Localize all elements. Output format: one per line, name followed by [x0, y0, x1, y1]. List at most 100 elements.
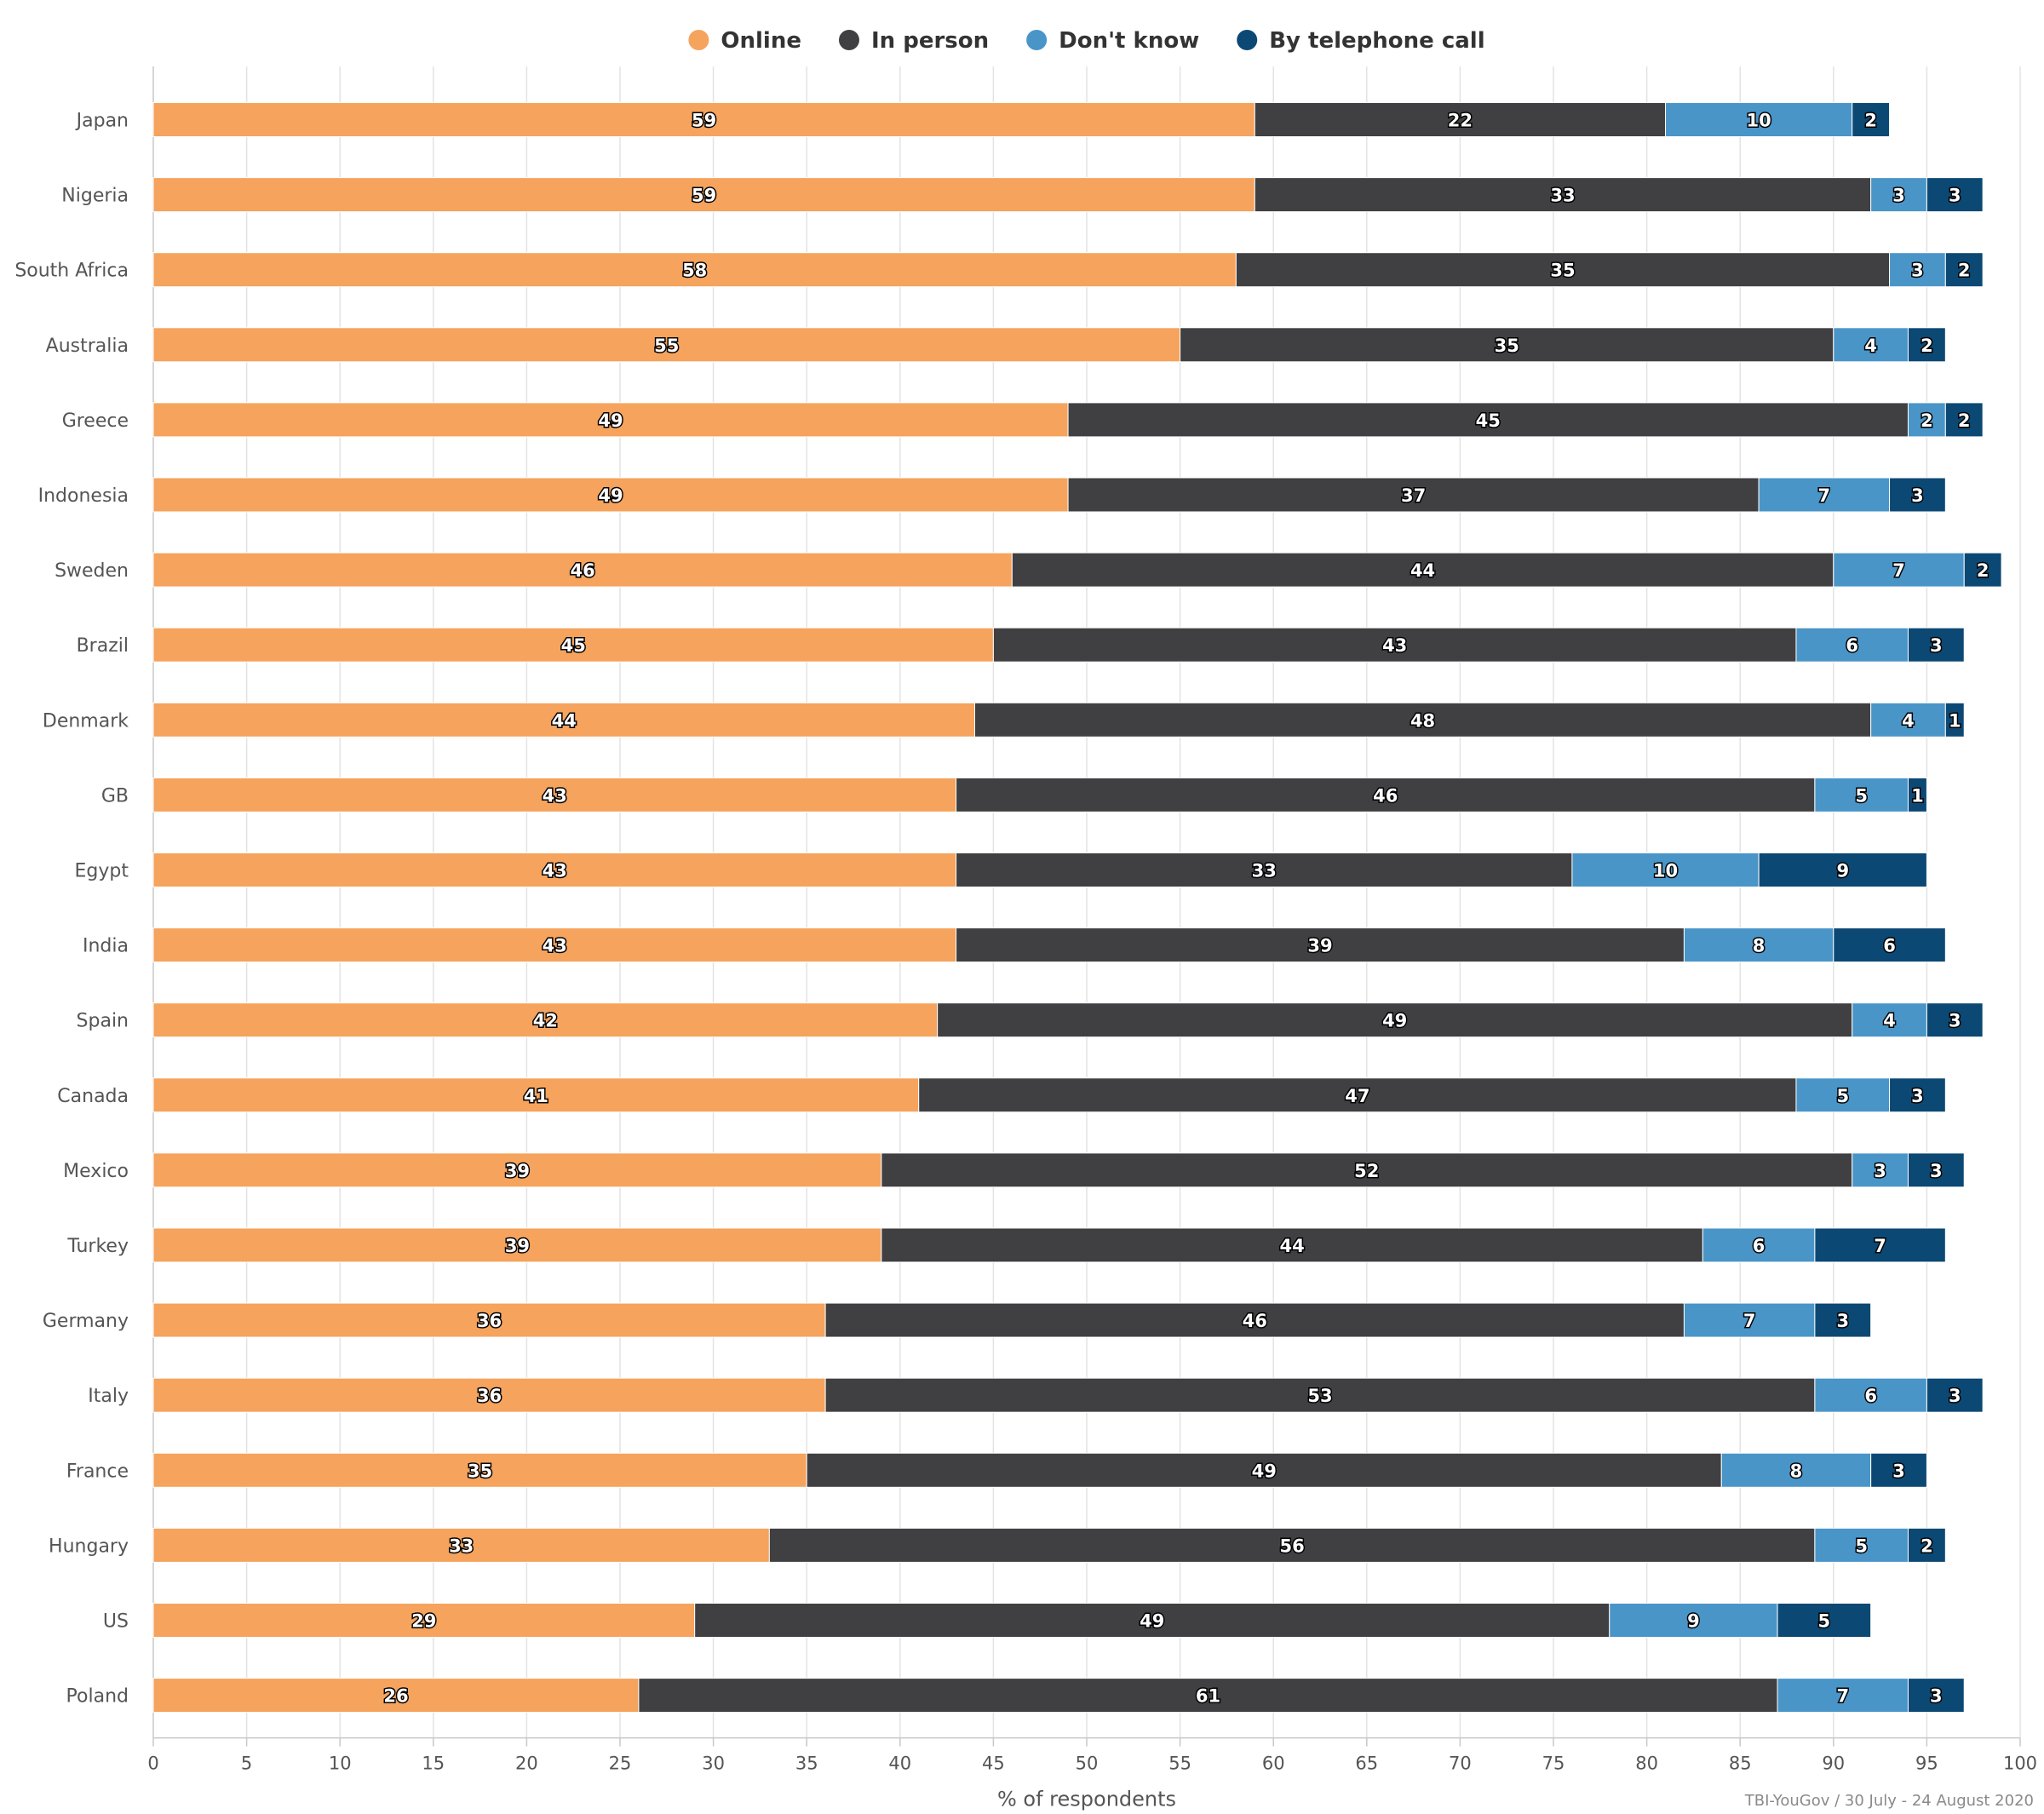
category-label: Turkey	[66, 1236, 129, 1257]
data-label: 58	[682, 261, 707, 281]
x-axis-title: % of respondents	[997, 1788, 1176, 1811]
data-label: 43	[543, 936, 567, 956]
bar-segment-by-telephone-call	[1758, 852, 1927, 887]
data-label: 49	[1252, 1461, 1277, 1481]
data-label: 22	[1448, 111, 1473, 131]
x-tick-label: 95	[1915, 1754, 1938, 1774]
bar-segment-online	[152, 1302, 826, 1338]
x-axis-ticks: 0 5 10 15 20 25 30 35 40 45 50 55 60 65 70 75 80 85 90 95 10…	[147, 1737, 2037, 1774]
bar-segment-don-t-know	[1683, 927, 1834, 963]
category-label: Hungary	[49, 1536, 129, 1557]
data-label: 3	[1892, 1461, 1905, 1481]
data-label: 3	[1874, 1161, 1886, 1181]
data-label: 49	[1382, 1011, 1407, 1031]
legend: Online In person Don't know By telephone ca…	[688, 28, 1485, 54]
x-tick-label: 35	[795, 1754, 818, 1774]
bar-segment-in-person	[1180, 327, 1834, 363]
x-tick-label: 50	[1076, 1754, 1099, 1774]
data-label: 8	[1790, 1461, 1803, 1481]
data-label: 2	[1921, 1536, 1933, 1556]
data-label: 37	[1401, 485, 1426, 506]
x-tick-label: 100	[2003, 1754, 2037, 1774]
data-label: 3	[1949, 1011, 1961, 1031]
legend-item-by-telephone-call[interactable]: By telephone call	[1237, 28, 1485, 54]
bar-segment-online	[152, 777, 957, 812]
bar-segment-in-person	[1254, 177, 1872, 213]
category-label: GB	[101, 785, 129, 807]
bar-segment-in-person	[824, 1377, 1816, 1413]
category-label: Sweden	[55, 560, 129, 582]
data-label: 49	[598, 410, 623, 431]
category-label: Spain	[77, 1011, 129, 1032]
x-tick-label: 20	[515, 1754, 538, 1774]
bar-segment-in-person	[824, 1302, 1685, 1338]
data-label: 43	[1382, 635, 1407, 656]
data-label: 33	[1252, 861, 1277, 881]
bar-segment-don-t-know	[1777, 1678, 1909, 1714]
bar-segment-don-t-know	[1833, 327, 1909, 363]
data-label: 7	[1874, 1236, 1886, 1256]
bar-segment-by-telephone-call	[1944, 402, 1984, 438]
data-label: 3	[1930, 1686, 1943, 1707]
bar-segment-don-t-know	[1889, 252, 1946, 288]
data-label: 26	[383, 1686, 408, 1707]
category-label: South Africa	[14, 261, 129, 282]
bar-segment-by-telephone-call	[1926, 1002, 1984, 1038]
data-label: 33	[1550, 186, 1575, 206]
legend-item-don-t-know[interactable]: Don't know	[1026, 28, 1199, 54]
category-label: Japan	[75, 111, 129, 132]
bar-segment-online	[152, 402, 1069, 438]
bar-segment-by-telephone-call	[1889, 1077, 1946, 1113]
bar-segment-online	[152, 627, 994, 663]
category-label: Denmark	[43, 710, 129, 732]
legend-label: Don't know	[1059, 28, 1199, 54]
bar-segment-online	[152, 252, 1237, 288]
data-label: 4	[1864, 336, 1877, 356]
bar-segment-don-t-know	[1609, 1603, 1778, 1638]
bar-segment-online	[152, 927, 957, 963]
data-label: 3	[1930, 635, 1943, 656]
category-label: Brazil	[77, 635, 129, 657]
category-label: Greece	[62, 410, 129, 432]
data-label: 46	[1243, 1311, 1267, 1331]
legend-marker	[1026, 30, 1048, 50]
bar-segment-online	[152, 1227, 882, 1263]
data-label: 49	[1140, 1611, 1164, 1632]
data-label: 29	[411, 1611, 436, 1632]
bar-segment-don-t-know	[1814, 1527, 1909, 1563]
data-label: 39	[505, 1161, 530, 1181]
data-label: 45	[561, 635, 586, 656]
bar-segment-online	[152, 1527, 770, 1563]
source-note: TBI-YouGov / 30 July - 24 August 2020	[1744, 1792, 2034, 1810]
data-label: 35	[1550, 261, 1575, 281]
data-label: 2	[1977, 560, 1989, 581]
data-label: 5	[1855, 1536, 1868, 1556]
data-label: 3	[1949, 186, 1961, 206]
data-label: 10	[1653, 861, 1678, 881]
bar-segment-in-person	[1235, 252, 1891, 288]
bar-segment-don-t-know	[1814, 777, 1909, 812]
x-tick-label: 70	[1449, 1754, 1472, 1774]
legend-item-in-person[interactable]: In person	[838, 28, 989, 54]
data-label: 36	[477, 1386, 502, 1406]
data-label: 44	[1280, 1236, 1305, 1256]
bar-segment-by-telephone-call	[1870, 1452, 1927, 1488]
bar-segment-by-telephone-call	[1963, 552, 2002, 588]
category-label: Egypt	[75, 861, 129, 882]
data-label: 35	[468, 1461, 492, 1481]
x-tick-label: 45	[982, 1754, 1005, 1774]
category-label: Canada	[57, 1086, 129, 1107]
x-tick-label: 0	[147, 1754, 158, 1774]
data-label: 2	[1958, 261, 1971, 281]
bar-segment-online	[152, 1603, 696, 1638]
category-label: Germany	[43, 1311, 129, 1332]
data-label: 6	[1753, 1236, 1766, 1256]
data-label: 3	[1911, 261, 1924, 281]
legend-label: By telephone call	[1269, 28, 1484, 54]
bar-segment-don-t-know	[1665, 102, 1853, 137]
data-label: 59	[692, 186, 716, 206]
legend-item-online[interactable]: Online	[688, 28, 801, 54]
bar-segment-online	[152, 1002, 939, 1038]
data-label: 48	[1410, 710, 1435, 731]
